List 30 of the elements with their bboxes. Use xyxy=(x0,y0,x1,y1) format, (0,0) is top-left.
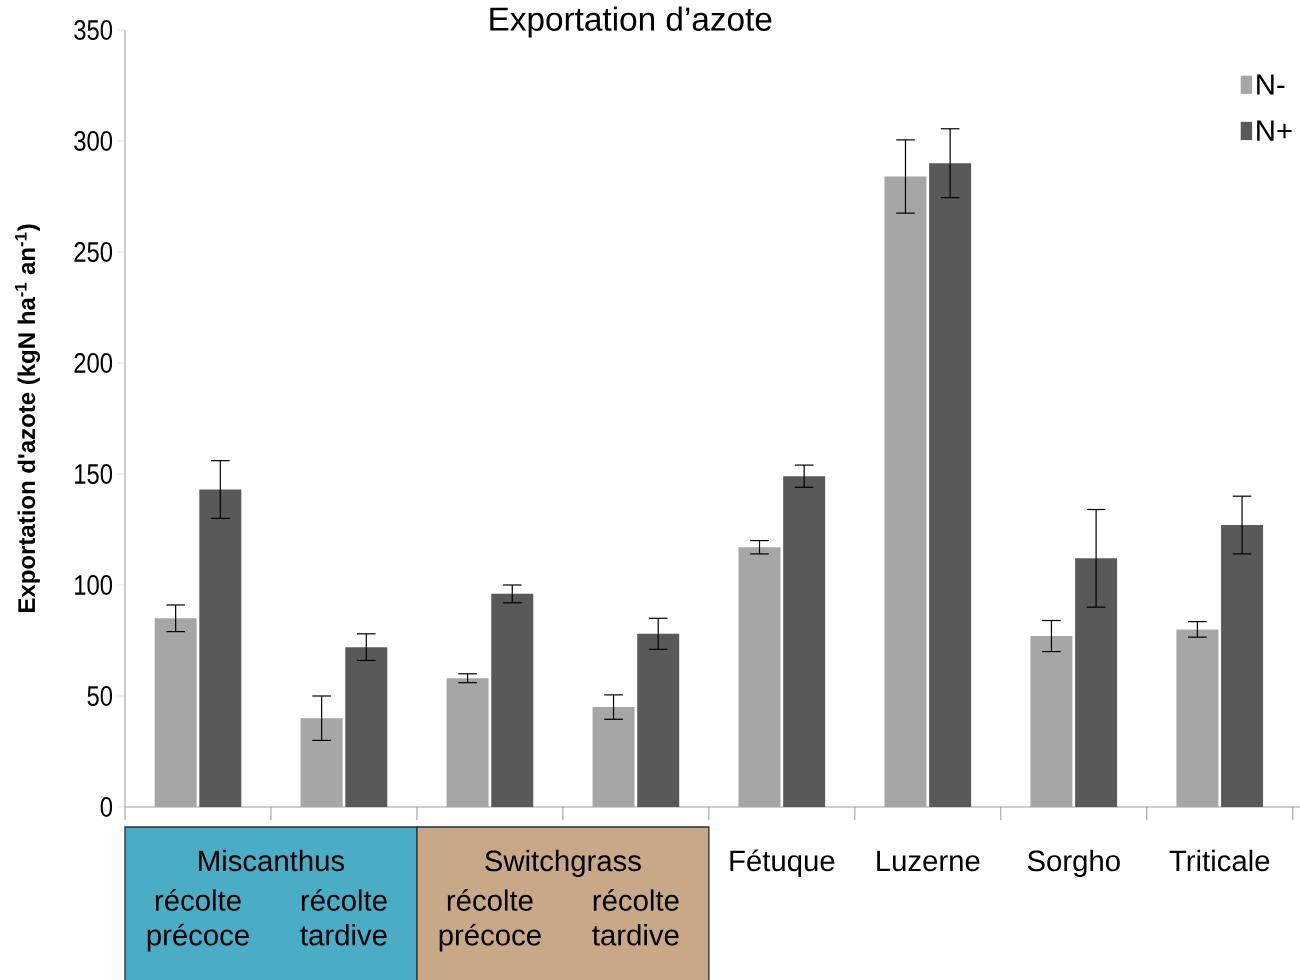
x-tick-label: récolte tardive xyxy=(300,889,387,946)
y-tick-label: 200 xyxy=(74,353,113,373)
x-tick-label: récolte précoce xyxy=(439,889,541,952)
chart-title: Exportation d’azote xyxy=(490,6,772,38)
bar xyxy=(345,647,388,807)
y-tick-label: 50 xyxy=(87,686,113,706)
y-axis-title: Exportation d'azote (kgN ha$^{-1}$ an$^{-1}$) xyxy=(15,224,40,613)
x-tick-label: Sorgho xyxy=(1027,849,1120,878)
bar xyxy=(637,633,680,807)
y-tick-label: 350 xyxy=(74,20,113,40)
x-tick-label: récolte précoce xyxy=(147,889,249,952)
x-tick-label: Luzerne xyxy=(877,850,980,872)
text: Miscanthus xyxy=(199,849,345,872)
legend-label: N- xyxy=(1257,74,1285,95)
bar xyxy=(929,163,972,807)
bar xyxy=(199,489,242,807)
bar xyxy=(783,476,826,807)
x-tick-label: Triticale xyxy=(1169,849,1270,872)
legend-label: N+ xyxy=(1257,120,1292,141)
x-tick-label: Fétuque xyxy=(730,849,835,878)
bar xyxy=(1075,558,1118,807)
bar xyxy=(1221,525,1264,807)
bar xyxy=(491,593,534,807)
text: Switchgrass xyxy=(485,849,641,878)
y-tick-label: 100 xyxy=(75,575,113,595)
y-tick-label: 250 xyxy=(74,242,113,262)
y-tick-label: 150 xyxy=(75,464,113,484)
y-tick-label: 300 xyxy=(74,131,113,151)
x-tick-label: récolte tardive xyxy=(592,889,679,946)
y-tick-label: 0 xyxy=(100,797,113,817)
